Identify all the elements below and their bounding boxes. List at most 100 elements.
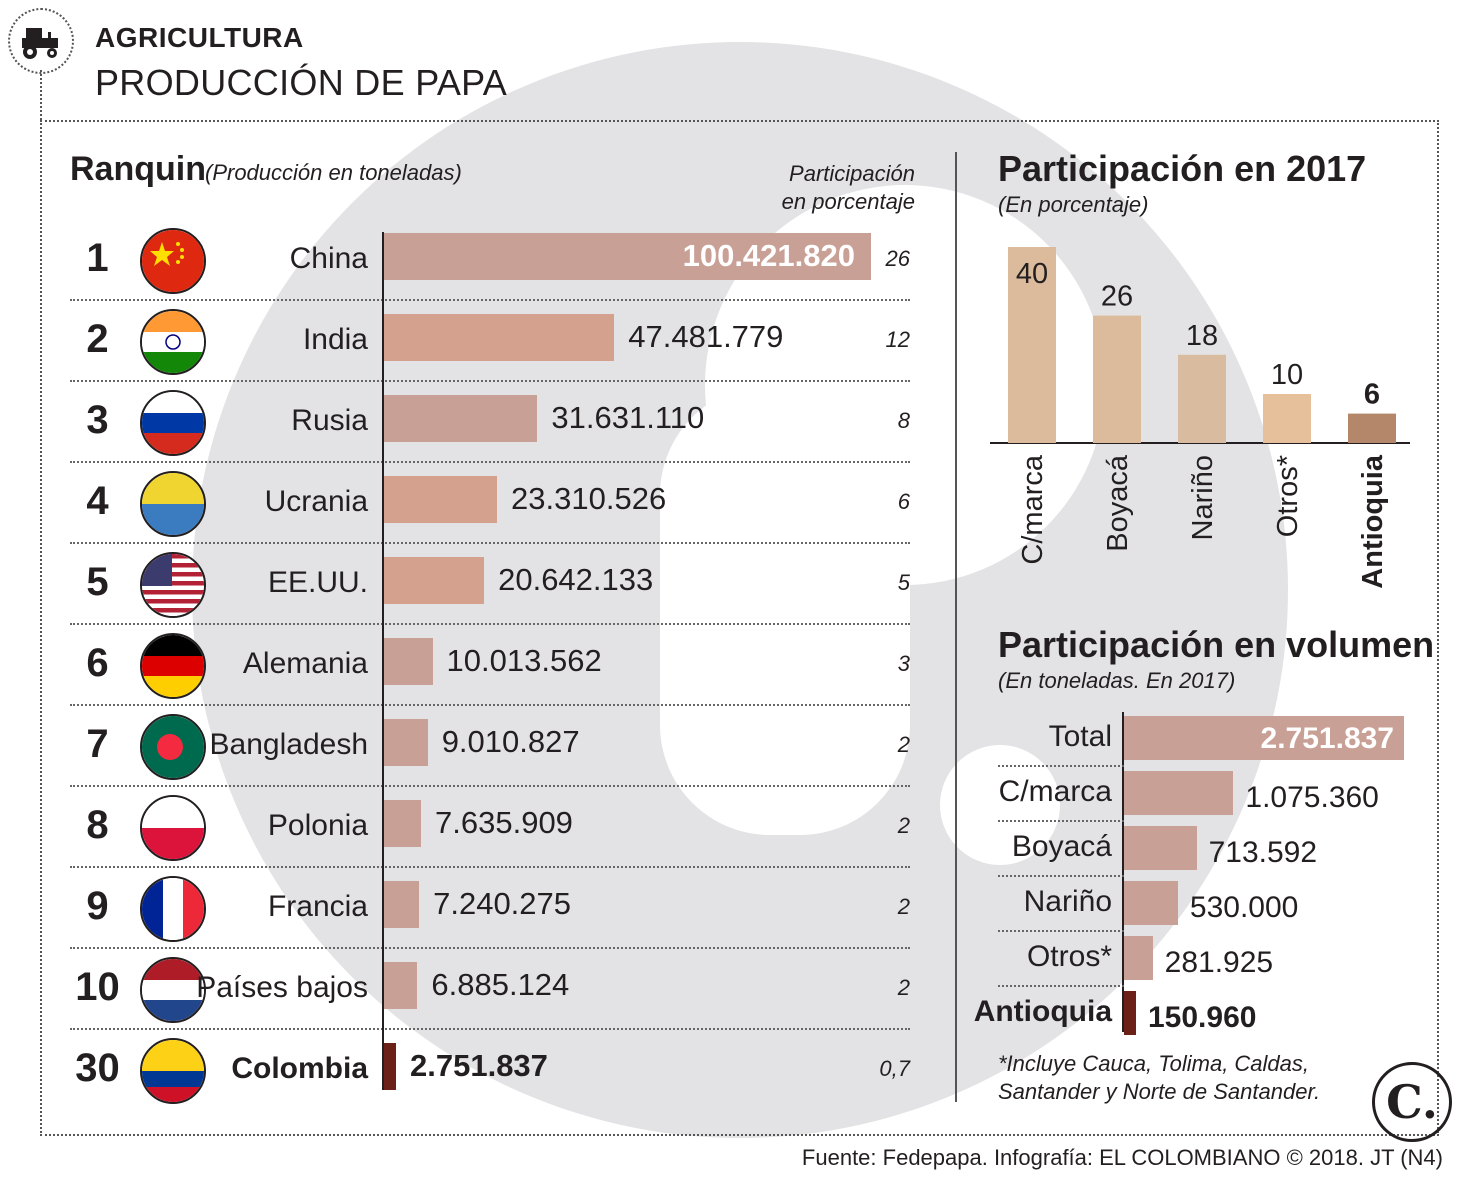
ranking-row: 2 India 47.481.779 12: [70, 301, 910, 382]
row-separator: [70, 380, 910, 382]
share-2017-bar: [1263, 394, 1311, 443]
share-2017-category: Otros*: [1272, 455, 1304, 537]
share-2017-value: 10: [1271, 359, 1303, 391]
flag-icon: [140, 714, 206, 780]
flag-icon: [140, 309, 206, 375]
volume-category: Otros*: [1026, 940, 1112, 973]
ranking-row: 8 Polonia 7.635.909 2: [70, 787, 910, 868]
tractor-icon: [8, 8, 74, 74]
ranking-row: 1 China 100.421.820 26: [70, 220, 910, 301]
rank-number: 30: [75, 1046, 120, 1090]
flag-icon: [140, 957, 206, 1023]
flag-icon: [140, 633, 206, 699]
share-2017-bar: [1093, 315, 1141, 443]
ranking-row: 30 Colombia 2.751.837 0,7: [70, 1030, 910, 1111]
row-separator: [70, 866, 910, 868]
share-label: 2: [897, 894, 910, 919]
share-2017-subtitle: (En porcentaje): [998, 192, 1149, 217]
flag-icon: [140, 1038, 206, 1104]
volume-bar: [1124, 881, 1178, 925]
value-label: 7.635.909: [435, 805, 573, 840]
row-separator: [70, 461, 910, 463]
share-2017-bar: [1348, 413, 1396, 443]
country-label: Países bajos: [196, 971, 368, 1004]
rank-number: 1: [86, 236, 109, 280]
volume-title: Participación en volumen: [998, 624, 1435, 665]
country-label: Polonia: [267, 809, 368, 842]
share-2017-bar: [1178, 354, 1226, 443]
ranking-row: 3 Rusia 31.631.110 8: [70, 382, 910, 463]
share-label: 26: [885, 246, 910, 271]
share-label: 2: [897, 975, 910, 1000]
ranking-bar: [384, 314, 615, 361]
value-label: 10.013.562: [446, 643, 602, 678]
country-label: India: [302, 323, 368, 356]
flag-icon: [140, 471, 206, 537]
volume-bar: [1124, 826, 1197, 870]
volume-subtitle: (En toneladas. En 2017): [998, 668, 1236, 693]
rank-number: 10: [75, 965, 120, 1009]
ranking-bar: [384, 476, 498, 523]
footnote-line2: Santander y Norte de Santander.: [998, 1079, 1321, 1104]
country-label: Ucrania: [264, 485, 368, 518]
share-2017-chart: 40 C/marca 26 Boyacá 18 Nariño 10 Otros* 6 Antioq…: [990, 247, 1410, 589]
flag-icon: [140, 876, 206, 942]
country-label: Francia: [267, 890, 368, 923]
row-separator: [70, 785, 910, 787]
share-2017-category: C/marca: [1017, 454, 1049, 564]
volume-category: Nariño: [1023, 885, 1112, 918]
country-label: Bangladesh: [209, 728, 368, 761]
flag-icon: [140, 390, 206, 456]
ranking-row: 10 Países bajos 6.885.124 2: [70, 949, 910, 1030]
volume-category: Boyacá: [1011, 830, 1112, 863]
share-label: 5: [897, 570, 910, 595]
volume-value: 150.960: [1148, 1001, 1257, 1034]
volume-value: 281.925: [1164, 946, 1274, 979]
flag-icon: [140, 795, 206, 861]
volume-value: 1.075.360: [1245, 781, 1379, 814]
volume-bar: [1124, 991, 1136, 1035]
frame-connector: [40, 70, 42, 120]
rank-number: 5: [86, 560, 109, 604]
value-label: 100.421.820: [682, 238, 855, 273]
rank-number: 8: [86, 803, 109, 847]
ranking-axis: [382, 232, 384, 1090]
section-label: AGRICULTURA: [95, 22, 304, 53]
share-2017-value: 26: [1101, 281, 1133, 313]
row-separator: [70, 1028, 910, 1030]
value-label: 20.642.133: [498, 562, 654, 597]
ranking-bar: [384, 719, 428, 766]
row-separator: [70, 299, 910, 301]
volume-category: C/marca: [998, 775, 1112, 808]
volume-category: Antioquia: [973, 995, 1112, 1028]
share-2017-value: 40: [1016, 258, 1048, 290]
row-separator: [70, 947, 910, 949]
page-title: PRODUCCIÓN DE PAPA: [95, 62, 508, 103]
rank-number: 3: [86, 398, 109, 442]
volume-bar: [1124, 771, 1234, 815]
row-separator: [70, 623, 910, 625]
country-label: Alemania: [242, 647, 368, 680]
volume-bar: [1124, 716, 1404, 760]
ranking-bar: [384, 638, 433, 685]
share-label: 12: [885, 327, 910, 352]
ranking-bar: [384, 1043, 396, 1090]
value-label: 23.310.526: [511, 481, 667, 516]
footnote: *Incluye Cauca, Tolima, Caldas, Santande…: [998, 1050, 1320, 1106]
rank-number: 9: [86, 884, 109, 928]
content-frame: [40, 120, 1439, 1136]
flag-icon: [140, 552, 206, 618]
share-2017-category: Boyacá: [1102, 454, 1134, 552]
row-separator: [70, 542, 910, 544]
ranking-bar: [384, 557, 485, 604]
share-header-line1: Participación: [789, 161, 915, 186]
share-label: 2: [897, 813, 910, 838]
share-2017-title: Participación en 2017: [998, 148, 1367, 189]
value-label: 7.240.275: [433, 886, 572, 921]
rank-number: 2: [86, 317, 109, 361]
value-label: 2.751.837: [410, 1048, 548, 1083]
share-label: 0,7: [879, 1056, 910, 1081]
volume-axis: [1122, 712, 1124, 1032]
country-label: Colombia: [231, 1052, 368, 1085]
ranking-row: 7 Bangladesh 9.010.827 2: [70, 706, 910, 787]
